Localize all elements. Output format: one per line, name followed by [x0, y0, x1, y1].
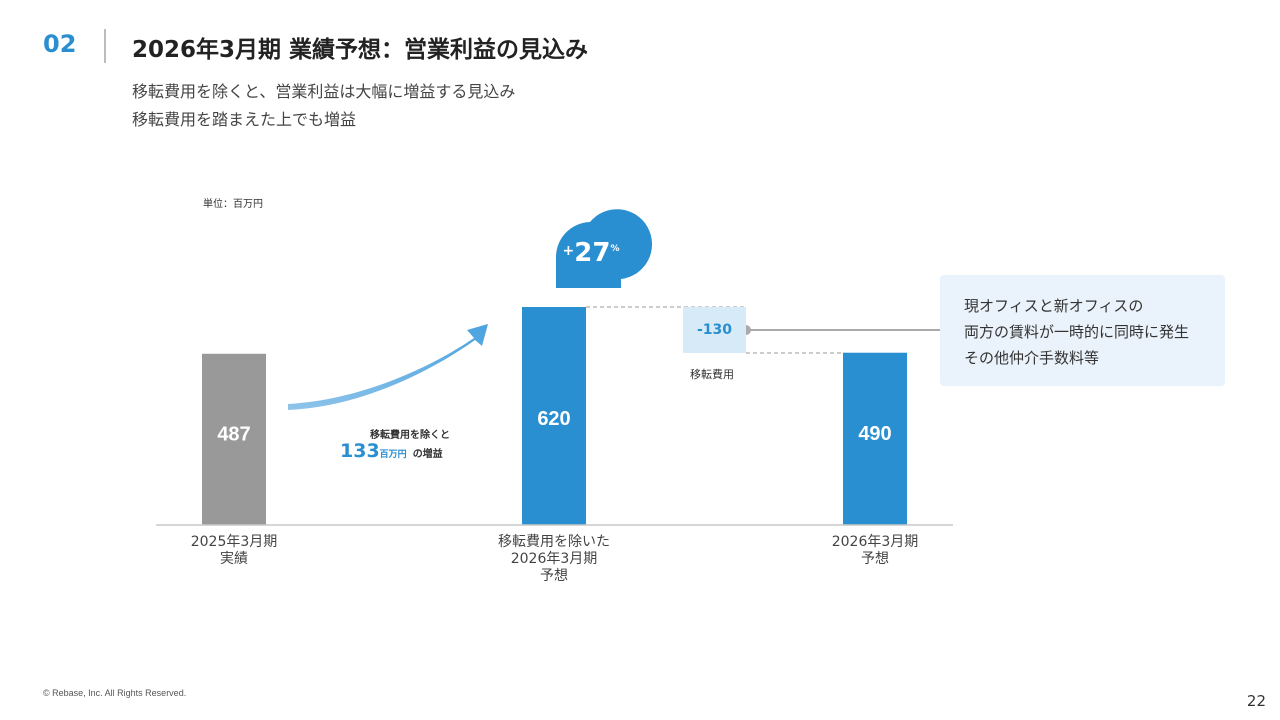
category-2-line-1: 2026年3月期	[831, 534, 919, 550]
arrow-note-amount-unit: 百万円	[379, 450, 407, 460]
growth-unit: %	[610, 244, 620, 254]
bar-0	[202, 353, 266, 525]
difference-caption: 移転費用	[690, 368, 734, 381]
category-0-line-1: 2025年3月期	[190, 534, 278, 550]
arrow-note-line-1: 移転費用を除くと	[370, 430, 450, 441]
difference-box: -130	[683, 307, 746, 353]
bar-value-label-1: 620	[537, 408, 570, 430]
growth-value: 27	[574, 238, 611, 268]
bar-2	[843, 352, 907, 525]
growth-arrow	[288, 324, 488, 410]
subtitle-line-2: 移転費用を踏まえた上でも増益	[132, 110, 357, 129]
note-line-1: 現オフィスと新オフィスの	[964, 297, 1144, 315]
category-1-line-3: 予想	[540, 568, 568, 584]
category-label-1: 移転費用を除いた 2026年3月期 予想	[454, 534, 654, 585]
chart-unit-label: 単位：百万円	[203, 199, 263, 210]
growth-badge: +27%	[556, 238, 626, 268]
bar-value-label-0: 487	[217, 423, 250, 445]
category-2-line-2: 予想	[861, 551, 889, 567]
category-1-line-2: 2026年3月期	[510, 551, 598, 567]
page-title: 2026年3月期 業績予想：営業利益の見込み	[132, 37, 589, 63]
category-label-0: 2025年3月期 実績	[134, 534, 334, 568]
arrow-note-suffix: の増益	[412, 449, 443, 460]
category-1-line-1: 移転費用を除いた	[498, 534, 610, 550]
growth-badge-shape	[556, 209, 653, 288]
section-number: 02	[43, 30, 77, 58]
note-line-3: その他仲介手数料等	[964, 349, 1100, 367]
category-0-line-2: 実績	[220, 551, 248, 567]
subtitle-line-1: 移転費用を除くと、営業利益は大幅に増益する見込み	[132, 82, 516, 101]
title-divider	[104, 29, 106, 63]
bar-1	[522, 307, 586, 525]
arrow-note-line-2: 133百万円 の増益	[340, 440, 443, 462]
category-label-2: 2026年3月期 予想	[775, 534, 975, 568]
difference-value: -130	[696, 322, 733, 338]
copyright: © Rebase, Inc. All Rights Reserved.	[43, 688, 187, 698]
note-line-2: 両方の賃料が一時的に同時に発生	[964, 323, 1190, 341]
page-number: 22	[1246, 692, 1266, 710]
arrow-note-amount: 133	[340, 440, 380, 462]
growth-sign: +	[562, 243, 575, 259]
relocation-note-box: 現オフィスと新オフィスの 両方の賃料が一時的に同時に発生 その他仲介手数料等	[940, 275, 1225, 386]
bar-value-label-2: 490	[858, 423, 891, 445]
